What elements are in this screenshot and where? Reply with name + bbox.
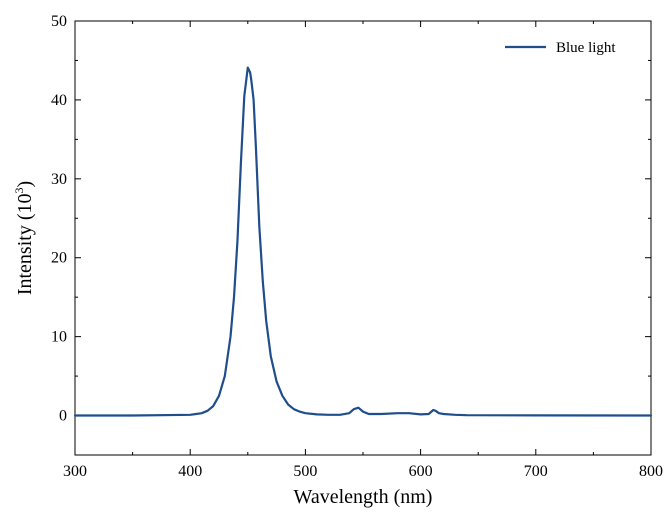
x-tick-label: 700 xyxy=(524,463,548,480)
x-axis-title: Wavelength (nm) xyxy=(294,486,433,508)
legend-label: Blue light xyxy=(556,40,616,56)
y-tick-labels: 0 10 20 30 40 50 xyxy=(51,13,67,425)
y-tick-label: 30 xyxy=(51,171,67,188)
x-tick-label: 800 xyxy=(639,463,663,480)
y-axis-title: Intensity (103) xyxy=(12,181,36,295)
x-tick-labels: 300 400 500 600 700 800 xyxy=(63,463,663,480)
x-tick-label: 600 xyxy=(409,463,433,480)
y-tick-label: 40 xyxy=(51,92,67,109)
y-tick-label: 50 xyxy=(51,13,67,30)
y-tick-label: 0 xyxy=(59,408,67,425)
y-tick-label: 10 xyxy=(51,329,67,346)
y-tick-label: 20 xyxy=(51,250,67,267)
plot-frame xyxy=(74,20,652,456)
x-tick-label: 400 xyxy=(178,463,202,480)
x-tick-label: 500 xyxy=(293,463,317,480)
legend: Blue light xyxy=(505,40,616,56)
ticks xyxy=(74,20,652,456)
series-line-blue-light xyxy=(73,66,653,417)
x-tick-label: 300 xyxy=(63,463,87,480)
